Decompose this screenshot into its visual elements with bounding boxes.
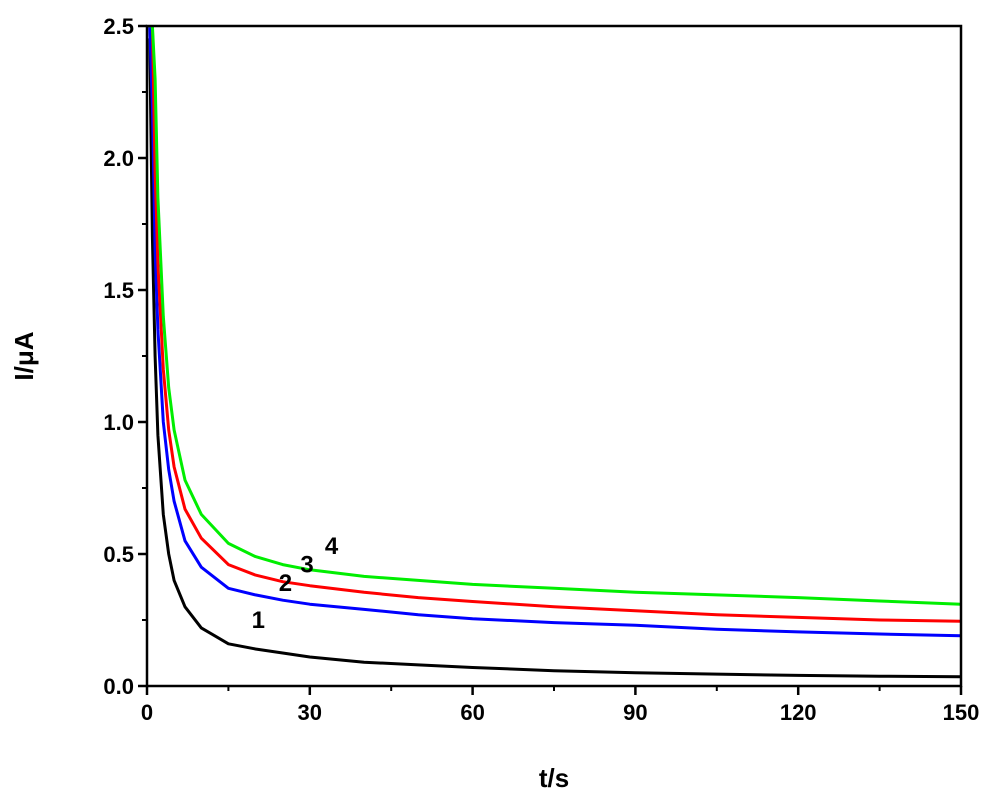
curve-label-2: 2 (279, 570, 292, 597)
x-tick-label: 0 (141, 700, 153, 725)
series-line-1 (148, 37, 961, 679)
ticks-layer (138, 24, 963, 695)
y-tick-label: 2.5 (103, 14, 134, 39)
curve-label-3: 3 (300, 551, 313, 578)
y-tick-label: 0.0 (103, 674, 134, 699)
x-tick-label: 90 (623, 700, 647, 725)
series-line-4 (148, 26, 961, 606)
x-tick-label: 150 (943, 700, 980, 725)
y-tick-label: 1.0 (103, 410, 134, 435)
x-tick-label: 120 (780, 700, 817, 725)
y-axis-title: I/μA (9, 331, 39, 380)
y-tick-label: 0.5 (103, 542, 134, 567)
x-axis-title: t/s (539, 763, 569, 793)
x-tick-label: 30 (298, 700, 322, 725)
y-tick-label: 2.0 (103, 146, 134, 171)
x-tick-label: 60 (460, 700, 484, 725)
series-line-3 (148, 26, 961, 623)
curve-label-1: 1 (252, 607, 265, 634)
series-line-2 (148, 26, 961, 638)
series-layer (148, 26, 961, 679)
curve-label-4: 4 (325, 533, 339, 560)
y-tick-label: 1.5 (103, 278, 134, 303)
